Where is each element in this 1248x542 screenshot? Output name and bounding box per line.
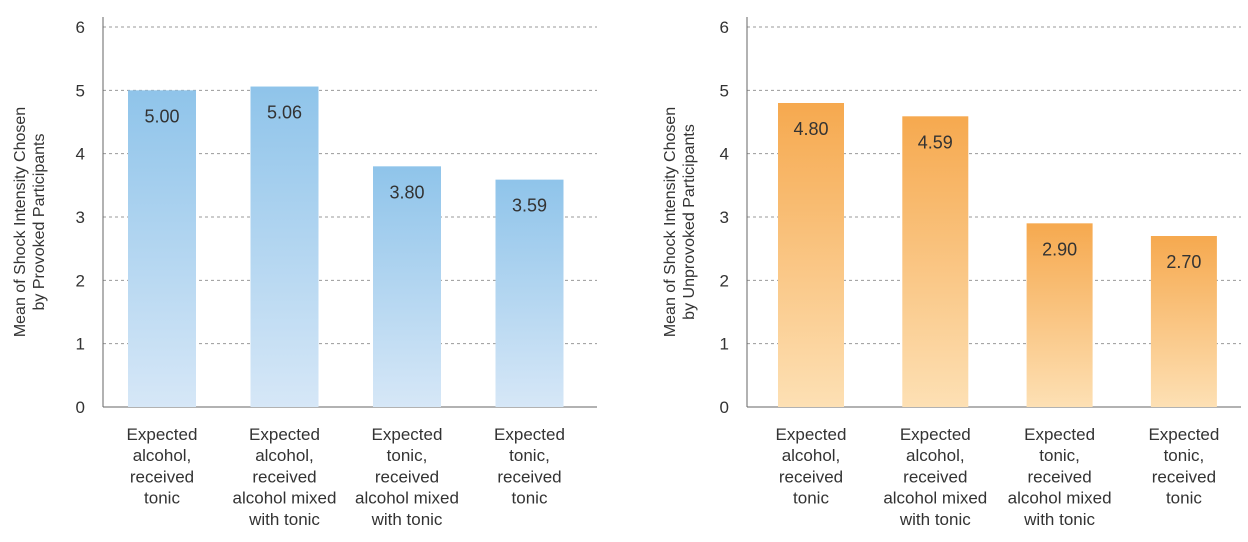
x-category-label-line: with tonic [1023, 510, 1095, 529]
x-category-label-line: Expected [1024, 425, 1095, 444]
x-category-label-line: Expected [776, 425, 847, 444]
x-category-label-line: received [903, 467, 967, 486]
x-category-label-line: received [497, 467, 561, 486]
bar [250, 86, 319, 408]
bar [373, 166, 441, 407]
y-tick-label: 5 [720, 81, 729, 100]
bar-value-label: 3.59 [512, 196, 547, 216]
x-category-label: Expected tonic, received alcohol mixed with … [355, 425, 459, 529]
x-category-label-line: alcohol, [255, 446, 314, 465]
unprovoked-chart: 0 1 2 3 4 5 6 Mean of Shock Intensity Chosen by … [662, 17, 1241, 529]
bar [778, 103, 844, 407]
x-category-label-line: Expected [1148, 425, 1219, 444]
bar-value-label: 4.59 [918, 132, 953, 152]
bar [1026, 223, 1093, 407]
bar-value-label: 5.06 [267, 103, 302, 123]
x-category-label-line: alcohol, [906, 446, 965, 465]
x-category-label-line: tonic [144, 489, 180, 508]
provoked-chart: 0 1 2 3 4 5 6 Mean of Shock Intensity Chosen by … [12, 17, 597, 529]
x-category-label-line: received [375, 467, 439, 486]
y-tick-label: 2 [76, 271, 85, 290]
y-tick-label: 0 [76, 398, 85, 417]
x-category-label-line: tonic, [1039, 446, 1080, 465]
x-category-label-line: Expected [372, 425, 443, 444]
y-tick-label: 5 [76, 81, 85, 100]
y-tick-label: 2 [720, 271, 729, 290]
x-category-label-line: tonic [512, 489, 548, 508]
y-tick-label: 0 [720, 398, 729, 417]
y-tick-label: 4 [720, 145, 729, 164]
bar [128, 90, 196, 407]
x-category-label: Expected tonic, received alcohol mixed with … [1008, 425, 1112, 529]
x-category-label-line: tonic [1166, 489, 1202, 508]
bar [495, 179, 564, 407]
y-axis-title: Mean of Shock Intensity Chosen by Provoke… [12, 107, 48, 337]
x-category-label-line: alcohol, [782, 446, 841, 465]
bar [902, 116, 969, 408]
y-tick-label: 3 [720, 208, 729, 227]
x-category-label-line: Expected [127, 425, 198, 444]
x-category-label-line: with tonic [371, 510, 443, 529]
x-category-label-line: tonic, [509, 446, 550, 465]
y-axis-title-line: Mean of Shock Intensity Chosen [662, 107, 679, 337]
x-category-label-line: alcohol mixed [883, 489, 987, 508]
y-axis-title-line: by Provoked Participants [31, 134, 48, 311]
x-category-label: Expected tonic, received tonic [494, 425, 565, 508]
x-category-label: Expected alcohol, received tonic [776, 425, 847, 508]
y-tick-label: 1 [720, 335, 729, 354]
x-category-label-line: alcohol mixed [233, 489, 337, 508]
y-axis-title-line: Mean of Shock Intensity Chosen [12, 107, 29, 337]
x-category-label-line: received [130, 467, 194, 486]
bar-value-label: 2.90 [1042, 239, 1077, 259]
x-category-label-line: received [1152, 467, 1216, 486]
x-category-label-line: alcohol mixed [1008, 489, 1112, 508]
x-category-label: Expected alcohol, received alcohol mixed wit… [233, 425, 337, 529]
x-category-label-line: received [1027, 467, 1091, 486]
x-category-label-line: with tonic [899, 510, 971, 529]
y-tick-label: 4 [76, 145, 85, 164]
x-category-label-line: tonic, [387, 446, 428, 465]
y-tick-label: 3 [76, 208, 85, 227]
y-tick-label: 1 [76, 335, 85, 354]
x-category-label: Expected tonic, received tonic [1148, 425, 1219, 508]
y-axis-title: Mean of Shock Intensity Chosen by Unprovo… [662, 107, 698, 337]
x-category-label-line: Expected [494, 425, 565, 444]
bar-value-label: 4.80 [793, 119, 828, 139]
x-category-label-line: received [252, 467, 316, 486]
bar-value-label: 5.00 [144, 106, 179, 126]
x-category-label-line: alcohol, [133, 446, 192, 465]
y-tick-label: 6 [76, 18, 85, 37]
x-category-label-line: alcohol mixed [355, 489, 459, 508]
x-category-label-line: tonic, [1164, 446, 1205, 465]
x-category-label: Expected alcohol, received alcohol mixed wit… [883, 425, 987, 529]
x-category-label-line: with tonic [248, 510, 320, 529]
y-axis-title-line: by Unprovoked Participants [681, 124, 698, 320]
bar [1150, 236, 1217, 407]
x-category-label-line: tonic [793, 489, 829, 508]
x-category-label-line: Expected [249, 425, 320, 444]
bar-value-label: 3.80 [389, 182, 424, 202]
x-category-label-line: Expected [900, 425, 971, 444]
y-tick-label: 6 [720, 18, 729, 37]
x-category-label: Expected alcohol, received tonic [127, 425, 198, 508]
bar-value-label: 2.70 [1166, 252, 1201, 272]
x-category-label-line: received [779, 467, 843, 486]
